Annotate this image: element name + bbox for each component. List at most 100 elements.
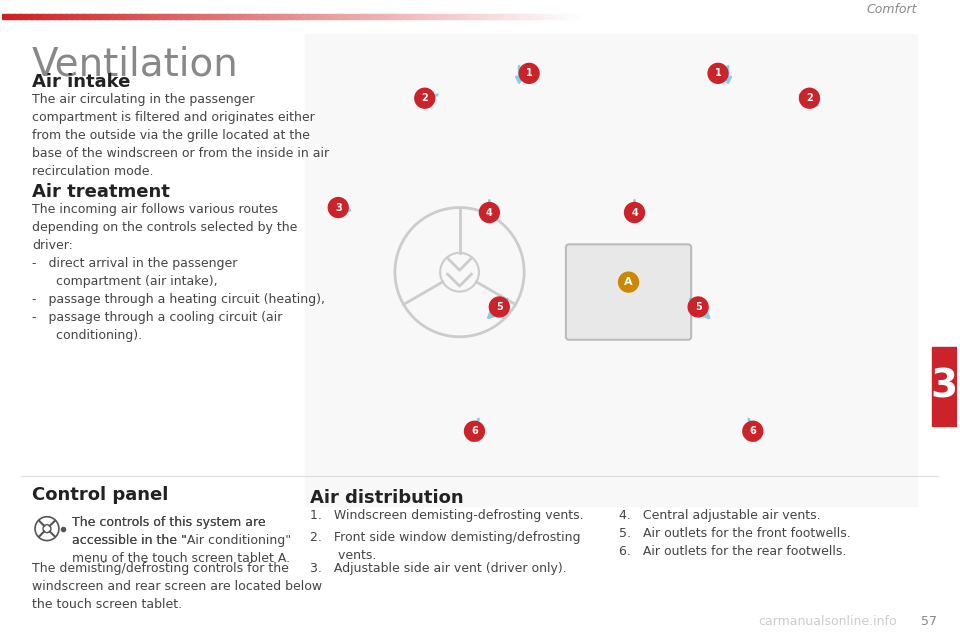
Bar	[170, 13, 177, 19]
Text: The controls of this system are
accessible in the ": The controls of this system are accessib…	[72, 516, 266, 547]
Text: 4: 4	[486, 207, 492, 218]
Text: The demisting/defrosting controls for the
windscreen and rear screen are located: The demisting/defrosting controls for th…	[32, 563, 323, 611]
Bar	[210, 13, 217, 19]
Text: 6: 6	[750, 426, 756, 436]
Bar	[446, 13, 453, 19]
Bar	[550, 13, 557, 19]
Bar	[65, 13, 72, 19]
Text: The incoming air follows various routes
depending on the controls selected by th: The incoming air follows various routes …	[32, 203, 325, 342]
Circle shape	[625, 203, 644, 223]
Bar	[60, 13, 66, 19]
Bar	[8, 13, 14, 19]
Bar	[19, 13, 26, 19]
Bar	[152, 13, 159, 19]
Text: 57: 57	[921, 615, 937, 628]
Bar	[395, 13, 401, 19]
Bar	[146, 13, 154, 19]
Bar	[320, 13, 326, 19]
Bar	[389, 13, 396, 19]
Bar	[481, 13, 488, 19]
Text: 2: 2	[806, 93, 813, 103]
Circle shape	[743, 421, 763, 441]
Bar	[544, 13, 551, 19]
Bar	[187, 13, 194, 19]
Bar	[268, 13, 275, 19]
Bar	[464, 13, 470, 19]
Bar	[343, 13, 349, 19]
Circle shape	[490, 297, 509, 317]
Bar	[527, 13, 534, 19]
Text: 4: 4	[631, 207, 637, 218]
Bar	[123, 13, 131, 19]
Bar	[31, 13, 37, 19]
Bar	[262, 13, 269, 19]
Bar	[228, 13, 234, 19]
Bar	[331, 13, 338, 19]
Circle shape	[415, 88, 435, 108]
Bar	[302, 13, 309, 19]
Bar	[100, 13, 107, 19]
Bar	[308, 13, 315, 19]
Text: 4.   Central adjustable air vents.: 4. Central adjustable air vents.	[618, 509, 820, 522]
Text: 3.   Adjustable side air vent (driver only).: 3. Adjustable side air vent (driver only…	[310, 563, 567, 575]
Bar	[117, 13, 125, 19]
Bar	[48, 13, 55, 19]
Bar	[562, 13, 568, 19]
FancyBboxPatch shape	[565, 244, 691, 340]
Bar	[556, 13, 563, 19]
Circle shape	[479, 203, 499, 223]
Text: 5: 5	[695, 302, 702, 312]
Text: The controls of this system are
accessible in the "Air conditioning"
menu of the: The controls of this system are accessib…	[72, 516, 291, 564]
Bar	[337, 13, 344, 19]
Circle shape	[800, 88, 820, 108]
Bar	[469, 13, 476, 19]
Bar	[487, 13, 493, 19]
Bar	[111, 13, 118, 19]
Bar	[325, 13, 332, 19]
Bar	[239, 13, 246, 19]
Bar	[106, 13, 112, 19]
Bar	[36, 13, 43, 19]
Bar	[475, 13, 482, 19]
Bar	[372, 13, 378, 19]
Text: Ventilation: Ventilation	[32, 45, 239, 83]
Bar	[539, 13, 545, 19]
Bar	[429, 13, 436, 19]
Bar	[193, 13, 200, 19]
Bar	[452, 13, 459, 19]
Text: 1: 1	[526, 68, 533, 78]
Bar	[377, 13, 384, 19]
Bar	[2, 13, 9, 19]
Bar	[285, 13, 292, 19]
Bar	[13, 13, 20, 19]
Bar	[932, 347, 956, 426]
Bar	[199, 13, 205, 19]
Bar	[458, 13, 465, 19]
Bar	[204, 13, 211, 19]
Text: A: A	[624, 277, 633, 287]
Bar	[441, 13, 447, 19]
Text: 3: 3	[930, 367, 957, 406]
Bar	[245, 13, 252, 19]
Bar	[412, 13, 419, 19]
Circle shape	[618, 272, 638, 292]
Bar	[498, 13, 505, 19]
Bar	[88, 13, 95, 19]
Bar	[274, 13, 280, 19]
Text: 2: 2	[421, 93, 428, 103]
Text: 3: 3	[335, 202, 342, 212]
Bar	[423, 13, 430, 19]
Bar	[176, 13, 182, 19]
Circle shape	[328, 198, 348, 218]
Bar	[233, 13, 240, 19]
Bar	[314, 13, 321, 19]
Bar	[360, 13, 367, 19]
Bar	[348, 13, 355, 19]
Text: 2.   Front side window demisting/defrosting
       vents.: 2. Front side window demisting/defrostin…	[310, 531, 581, 562]
Circle shape	[708, 63, 728, 83]
Bar	[181, 13, 188, 19]
Bar	[291, 13, 298, 19]
Text: 1.   Windscreen demisting-defrosting vents.: 1. Windscreen demisting-defrosting vents…	[310, 509, 584, 522]
Bar	[77, 13, 84, 19]
Bar	[400, 13, 407, 19]
